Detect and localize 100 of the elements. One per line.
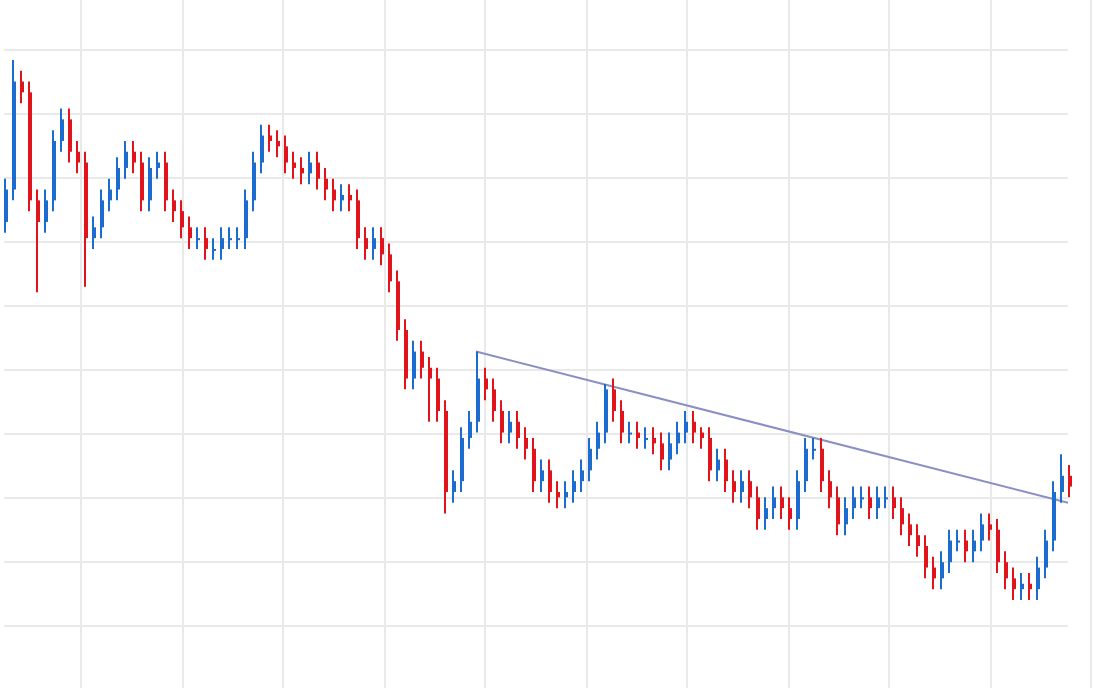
- candlestick: [732, 469, 736, 504]
- candlestick: [500, 399, 504, 445]
- candlestick: [660, 431, 664, 472]
- candlestick: [508, 409, 512, 445]
- candlestick: [68, 107, 72, 164]
- candlestick: [804, 436, 808, 493]
- candlestick: [812, 436, 816, 461]
- candlestick: [260, 123, 264, 175]
- candlestick: [1004, 550, 1008, 591]
- candlestick: [284, 134, 288, 175]
- candlestick: [628, 420, 632, 445]
- candlestick: [116, 156, 120, 202]
- candlestick: [580, 458, 584, 493]
- candlestick: [292, 150, 296, 180]
- candlestick: [380, 226, 384, 267]
- candlestick: [388, 242, 392, 294]
- candlestick: [692, 409, 696, 445]
- candlestick: [596, 420, 600, 461]
- candlestick: [604, 382, 608, 445]
- candlestick: [308, 150, 312, 186]
- candlestick: [956, 528, 960, 553]
- candlestick: [356, 188, 360, 250]
- candlestick: [148, 156, 152, 213]
- candlestick: [1044, 528, 1048, 580]
- candlestick: [588, 436, 592, 483]
- candlestick: [876, 485, 880, 520]
- candlestick: [476, 350, 480, 434]
- candlestick: [540, 458, 544, 493]
- candlestick: [636, 420, 640, 450]
- candlestick: [516, 409, 520, 450]
- candlestick: [980, 512, 984, 553]
- candlestick: [740, 469, 744, 504]
- candlestick: [964, 528, 968, 564]
- candlestick: [228, 226, 232, 250]
- candlestick: [452, 469, 456, 504]
- candlestick: [92, 215, 96, 250]
- candlestick: [276, 129, 280, 159]
- candlestick: [436, 366, 440, 423]
- candlestick: [988, 512, 992, 542]
- candlestick: [100, 188, 104, 240]
- candlestick: [1028, 571, 1032, 601]
- candlestick: [460, 426, 464, 493]
- candlestick: [844, 496, 848, 537]
- candlestick: [724, 447, 728, 493]
- candlestick: [996, 517, 1000, 574]
- candlestick: [300, 156, 304, 186]
- candlestick: [796, 469, 800, 531]
- candlestick: [196, 226, 200, 250]
- candlestick: [868, 485, 872, 520]
- candlestick: [908, 512, 912, 547]
- candlestick: [252, 150, 256, 213]
- candlestick: [564, 480, 568, 510]
- candlestick: [620, 399, 624, 445]
- candlestick: [532, 436, 536, 493]
- candlestick: [492, 377, 496, 423]
- candlestick: [156, 150, 160, 180]
- candlestick: [892, 485, 896, 520]
- candlestick: [684, 409, 688, 445]
- candlestick: [484, 366, 488, 402]
- candlestick: [900, 496, 904, 537]
- candlestick: [468, 409, 472, 450]
- candlestick: [324, 166, 328, 202]
- candlestick: [1036, 555, 1040, 601]
- candlestick: [180, 199, 184, 240]
- candlestick: [748, 469, 752, 510]
- candlestick: [612, 377, 616, 423]
- candlestick: [236, 226, 240, 250]
- candlestick: [124, 139, 128, 180]
- candlestick: [556, 480, 560, 510]
- candlestick: [716, 447, 720, 483]
- candlestick: [372, 226, 376, 261]
- candlestick: [316, 150, 320, 191]
- candlestick: [932, 555, 936, 591]
- candlestick: [1068, 463, 1072, 499]
- candlestick: [20, 69, 24, 105]
- candlestick: [244, 188, 248, 250]
- candlestick: [220, 226, 224, 261]
- candlestick: [700, 426, 704, 450]
- candlestick: [212, 237, 216, 261]
- candlestick: [412, 339, 416, 391]
- candlestick: [788, 496, 792, 531]
- candlestick: [172, 188, 176, 223]
- candlestick: [332, 177, 336, 213]
- candlestick: [108, 177, 112, 213]
- candlestick: [708, 426, 712, 483]
- candlestick: [852, 485, 856, 520]
- candlestick: [924, 534, 928, 580]
- candlestick: [1060, 453, 1064, 504]
- candlestick: [36, 188, 40, 294]
- candlestick: [204, 226, 208, 261]
- candlestick: [820, 436, 824, 493]
- candlestick: [756, 485, 760, 531]
- candlestick: [1020, 571, 1024, 601]
- candlestick: [948, 528, 952, 574]
- candlestick: [340, 183, 344, 213]
- candlestick: [668, 431, 672, 472]
- candlestick: [764, 496, 768, 531]
- candlestick: [524, 426, 528, 461]
- candlestick: [836, 485, 840, 537]
- candlestick: [268, 123, 272, 153]
